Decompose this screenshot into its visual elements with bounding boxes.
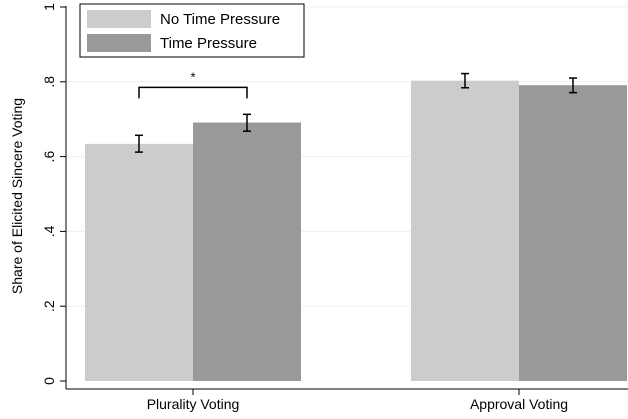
axes: 0 .2 .4 .6 .8 1 Plurality Voting Approval Votin… (41, 3, 628, 412)
significance-bracket (138, 86, 248, 99)
legend-label: No Time Pressure (160, 11, 280, 28)
y-axis-label: Share of Elicited Sincere Voting (9, 98, 25, 294)
bars (85, 80, 627, 381)
y-tick-label: .2 (41, 300, 57, 312)
bar-time-pressure (519, 85, 627, 381)
y-tick-label: .4 (41, 225, 57, 237)
error-bars (135, 72, 577, 153)
y-tick-label: .8 (41, 76, 57, 88)
bar-no-time-pressure (411, 80, 519, 381)
y-tick-label: 1 (41, 3, 57, 11)
annotations: * (138, 69, 248, 99)
legend: No Time Pressure Time Pressure (79, 3, 305, 58)
significance-star: * (190, 69, 195, 84)
bar-time-pressure (193, 122, 301, 381)
legend-label: Time Pressure (160, 35, 257, 52)
x-tick-label: Plurality Voting (147, 396, 240, 412)
legend-swatch (87, 34, 151, 52)
y-tick-label: 0 (41, 377, 57, 385)
y-tick-label: .6 (41, 151, 57, 163)
x-tick-label: Approval Voting (470, 396, 568, 412)
bar-no-time-pressure (85, 143, 193, 381)
legend-swatch (87, 10, 151, 28)
